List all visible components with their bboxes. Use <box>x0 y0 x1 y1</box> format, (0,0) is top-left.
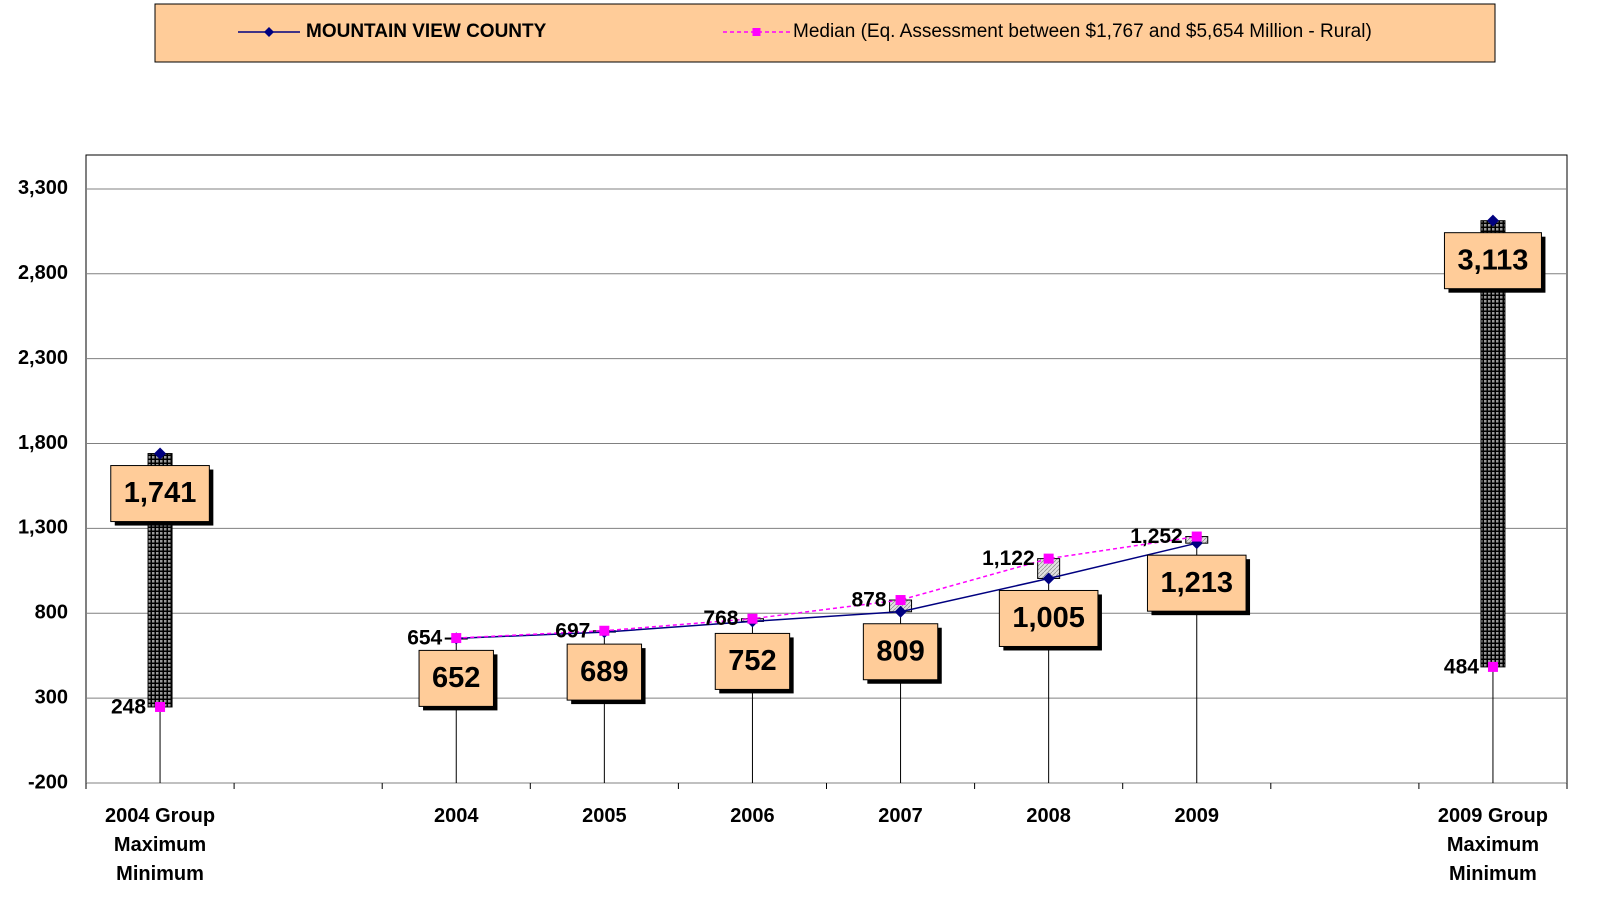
data-label: 652 <box>418 649 498 711</box>
data-label: 689 <box>566 643 646 705</box>
data-label-text: 3,113 <box>1457 244 1528 276</box>
legend-label: MOUNTAIN VIEW COUNTY <box>306 21 547 42</box>
x-tick-label: 2006 <box>730 805 775 827</box>
data-label: 3,113 <box>1443 232 1546 293</box>
marker <box>451 633 462 644</box>
data-label-text: 652 <box>432 662 480 694</box>
legend-label: Median (Eq. Assessment between $1,767 an… <box>793 21 1372 42</box>
label-box <box>1146 554 1247 612</box>
marker <box>599 625 610 636</box>
marker <box>894 605 907 618</box>
data-label: 752 <box>714 632 794 694</box>
x-tick-label: 2005 <box>582 805 627 827</box>
y-tick-label: 1,300 <box>18 517 68 539</box>
x-tick-label: 2008 <box>1026 805 1071 827</box>
label-box <box>566 643 643 701</box>
legend-marker <box>752 28 761 36</box>
marker <box>1042 572 1055 585</box>
high-low-bar <box>1480 220 1506 668</box>
label-box <box>714 632 791 690</box>
data-label: 768 <box>703 607 738 630</box>
data-label-text: 689 <box>580 656 628 688</box>
data-label: 1,122 <box>982 547 1035 570</box>
data-label: 1,005 <box>998 589 1102 651</box>
y-tick-label: 2,300 <box>18 347 68 369</box>
marker <box>1191 531 1202 542</box>
data-label-text: 752 <box>728 645 776 677</box>
y-tick-label: 800 <box>35 602 68 624</box>
label-box <box>110 465 210 523</box>
data-label: 809 <box>862 623 942 684</box>
series-line <box>456 535 1197 639</box>
marker <box>154 447 167 460</box>
data-label: 878 <box>852 589 887 612</box>
y-tick-label: -200 <box>28 771 68 793</box>
marker <box>1487 661 1498 672</box>
plot-area <box>85 154 1568 784</box>
data-label: 484 <box>1444 655 1479 678</box>
series-line <box>456 542 1197 640</box>
y-tick-label: 300 <box>35 686 68 708</box>
marker <box>1486 214 1499 227</box>
x-tick-label: 2009 Group Maximum Minimum <box>1437 805 1548 885</box>
marker <box>895 595 906 606</box>
data-label: 697 <box>555 619 590 642</box>
data-label-text: 1,213 <box>1160 567 1233 599</box>
x-tick-label: 2009 <box>1174 805 1220 827</box>
label-box <box>998 589 1099 647</box>
x-tick-label: 2004 Group Maximum Minimum <box>105 805 216 885</box>
x-tick-label: 2004 <box>434 805 479 827</box>
y-tick-label: 3,300 <box>18 177 68 199</box>
marker <box>1043 553 1054 564</box>
marker <box>155 701 166 712</box>
marker <box>747 613 758 624</box>
legend-marker <box>264 27 274 37</box>
data-label: 248 <box>111 696 146 719</box>
data-label: 1,213 <box>1146 554 1251 616</box>
data-label: 1,741 <box>110 465 214 526</box>
data-label: 1,252 <box>1130 525 1183 548</box>
data-label: 654 <box>407 627 442 650</box>
y-tick-label: 1,800 <box>18 432 68 454</box>
data-label-text: 1,005 <box>1012 602 1085 634</box>
data-label-text: 1,741 <box>124 477 197 509</box>
label-box <box>1443 232 1542 290</box>
data-label-text: 809 <box>876 635 924 667</box>
label-box <box>862 623 939 681</box>
legend <box>154 3 1496 63</box>
x-tick-label: 2007 <box>878 805 923 827</box>
y-tick-label: 2,800 <box>18 262 68 284</box>
label-box <box>418 649 494 707</box>
